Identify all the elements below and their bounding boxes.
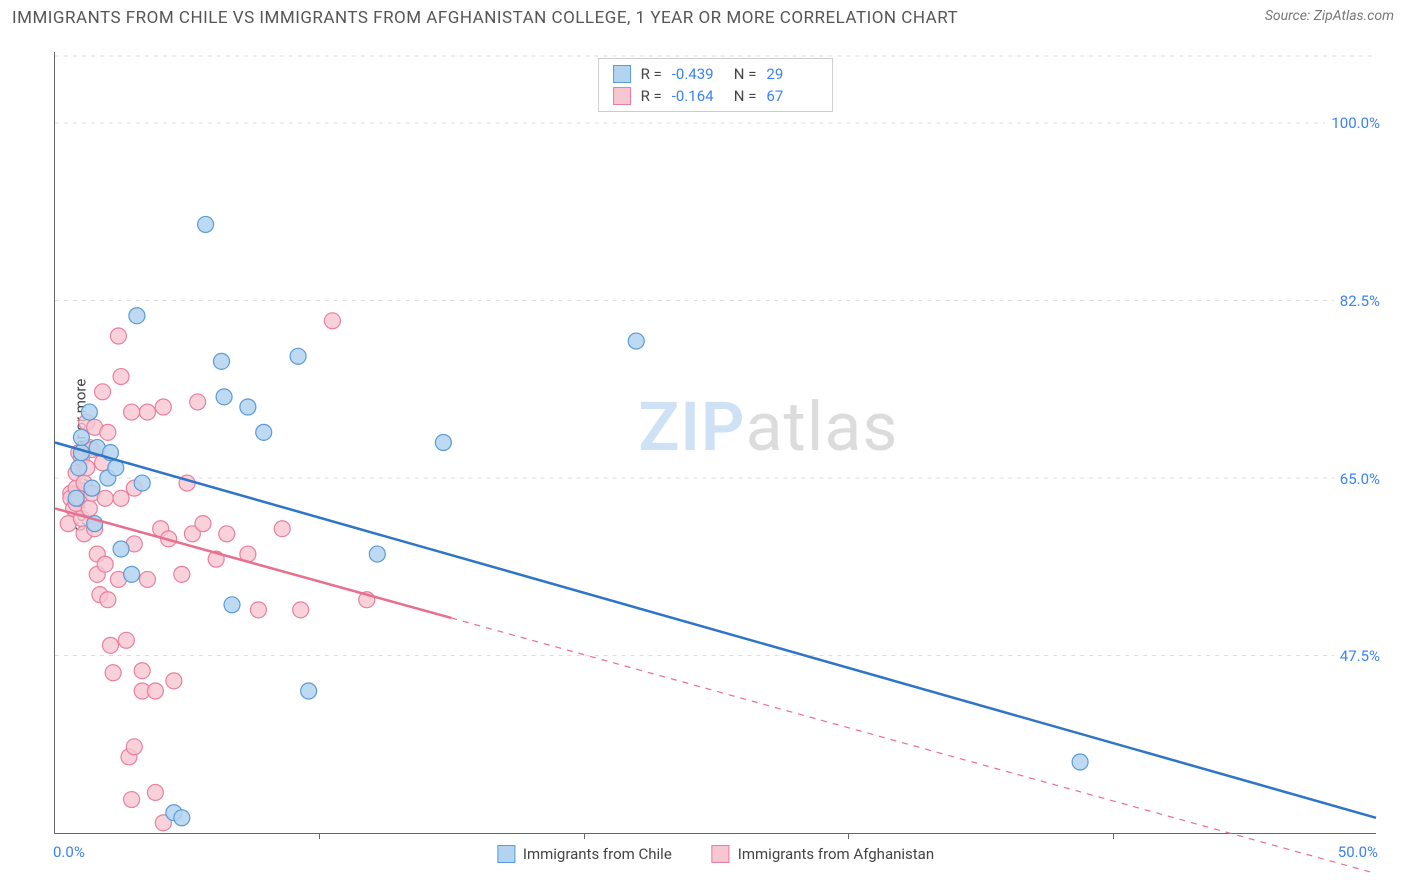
data-point-afghanistan [274,521,290,537]
data-point-afghanistan [124,792,140,808]
data-point-chile [71,460,87,476]
data-point-chile [81,404,97,420]
data-point-afghanistan [147,683,163,699]
data-point-chile [73,429,89,445]
data-point-afghanistan [81,500,97,516]
data-point-afghanistan [139,571,155,587]
data-point-chile [134,475,150,491]
data-point-afghanistan [110,328,126,344]
trend-line-chile [55,443,1376,818]
legend-swatch-chile-icon [497,845,515,863]
chart-header: IMMIGRANTS FROM CHILE VS IMMIGRANTS FROM… [12,8,1394,28]
plot-area: ZIPatlas 47.5%65.0%82.5%100.0% 0.0% 50.0… [54,52,1376,834]
data-point-chile [68,490,84,506]
data-point-afghanistan [139,404,155,420]
data-point-chile [290,348,306,364]
data-point-afghanistan [155,399,171,415]
data-point-chile [129,308,145,324]
data-point-chile [216,389,232,405]
swatch-chile-icon [613,65,631,83]
legend-label-chile: Immigrants from Chile [523,845,672,863]
data-point-afghanistan [105,665,121,681]
x-axis-min-label: 0.0% [53,843,85,861]
x-tick [1113,833,1114,839]
data-point-afghanistan [250,602,266,618]
data-point-afghanistan [174,566,190,582]
data-point-chile [124,566,140,582]
corr-row-afghanistan: R = -0.164 N = 67 [613,87,819,105]
data-point-afghanistan [293,602,309,618]
data-point-chile [213,353,229,369]
chart-title: IMMIGRANTS FROM CHILE VS IMMIGRANTS FROM… [12,8,958,28]
data-point-chile [369,546,385,562]
data-point-chile [435,435,451,451]
series-legend: Immigrants from Chile Immigrants from Af… [497,845,934,863]
data-point-chile [198,216,214,232]
data-point-chile [224,597,240,613]
y-tick-label: 82.5% [1334,292,1380,310]
x-tick [848,833,849,839]
data-point-chile [84,480,100,496]
r-value-chile: -0.439 [672,65,724,83]
y-tick-label: 47.5% [1334,647,1380,665]
trend-line-dashed-afghanistan [451,618,1376,874]
data-point-chile [628,333,644,349]
legend-swatch-afghanistan-icon [712,845,730,863]
data-point-chile [1072,754,1088,770]
source-attribution: Source: ZipAtlas.com [1265,8,1394,24]
data-point-afghanistan [147,784,163,800]
data-point-afghanistan [124,404,140,420]
data-point-afghanistan [97,556,113,572]
correlation-legend: R = -0.439 N = 29 R = -0.164 N = 67 [598,58,834,112]
data-point-afghanistan [100,592,116,608]
n-value-chile: 29 [766,65,818,83]
data-point-afghanistan [113,490,129,506]
x-tick [319,833,320,839]
data-point-afghanistan [100,424,116,440]
data-point-chile [113,541,129,557]
data-point-afghanistan [113,369,129,385]
n-value-afghanistan: 67 [766,87,818,105]
data-point-afghanistan [166,673,182,689]
data-point-chile [256,424,272,440]
legend-item-afghanistan: Immigrants from Afghanistan [712,845,934,863]
data-point-afghanistan [102,637,118,653]
data-point-afghanistan [324,313,340,329]
data-point-afghanistan [118,632,134,648]
legend-label-afghanistan: Immigrants from Afghanistan [738,845,934,863]
data-point-afghanistan [190,394,206,410]
scatter-svg [55,52,1376,833]
data-point-afghanistan [219,526,235,542]
swatch-afghanistan-icon [613,87,631,105]
data-point-afghanistan [126,739,142,755]
data-point-chile [240,399,256,415]
x-axis-max-label: 50.0% [1338,843,1378,861]
data-point-chile [301,683,317,699]
data-point-afghanistan [195,516,211,532]
x-tick [584,833,585,839]
corr-row-chile: R = -0.439 N = 29 [613,65,819,83]
legend-item-chile: Immigrants from Chile [497,845,672,863]
data-point-chile [174,810,190,826]
r-value-afghanistan: -0.164 [672,87,724,105]
y-tick-label: 100.0% [1325,114,1380,132]
data-point-afghanistan [95,384,111,400]
data-point-afghanistan [97,490,113,506]
data-point-afghanistan [134,663,150,679]
y-tick-label: 65.0% [1334,470,1380,488]
